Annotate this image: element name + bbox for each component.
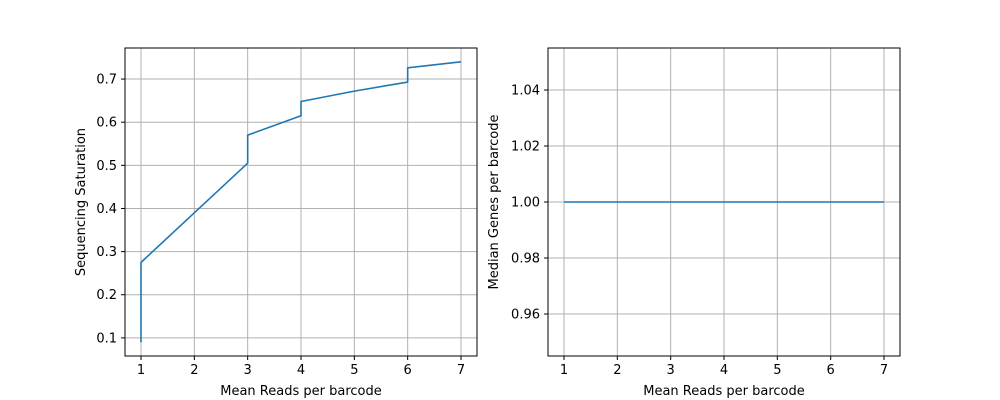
median-genes-ticks: 1 2 3 4 5 6 7 0.96 0.98 1.00 1.02 1.04 bbox=[511, 84, 888, 379]
median-genes-x-tick-label: 3 bbox=[667, 363, 675, 378]
median-genes-chart: 1 2 3 4 5 6 7 0.96 0.98 1.00 1.02 1.04 Mean Reads p… bbox=[487, 47, 901, 399]
saturation-y-tick-label: 0.4 bbox=[96, 202, 117, 217]
median-genes-grid bbox=[548, 48, 900, 356]
saturation-x-tick-label: 4 bbox=[297, 363, 305, 378]
saturation-ticks: 1 2 3 4 5 6 7 0.1 0.2 0.3 0.4 0.5 0.6 0.7 bbox=[96, 73, 465, 378]
median-genes-y-tick-label: 0.96 bbox=[511, 308, 540, 323]
median-genes-x-tick-label: 2 bbox=[613, 363, 621, 378]
saturation-x-tick-label: 5 bbox=[350, 363, 358, 378]
saturation-y-tick-label: 0.3 bbox=[96, 245, 117, 260]
median-genes-y-tick-label: 0.98 bbox=[511, 252, 540, 267]
saturation-y-tick-label: 0.1 bbox=[96, 331, 117, 346]
median-genes-x-tick-label: 7 bbox=[880, 363, 888, 378]
median-genes-x-tick-label: 1 bbox=[560, 363, 568, 378]
saturation-x-tick-label: 1 bbox=[137, 363, 145, 378]
median-genes-y-tick-label: 1.02 bbox=[511, 140, 540, 155]
saturation-x-tick-label: 3 bbox=[244, 363, 252, 378]
saturation-series-layer bbox=[140, 61, 462, 343]
saturation-grid bbox=[125, 48, 477, 356]
saturation-y-tick-label: 0.6 bbox=[96, 116, 117, 131]
median-genes-x-tick-label: 4 bbox=[720, 363, 728, 378]
saturation-y-tick-label: 0.7 bbox=[96, 73, 117, 88]
saturation-x-axis-label: Mean Reads per barcode bbox=[220, 384, 381, 399]
saturation-series-line bbox=[140, 61, 462, 343]
saturation-chart: 1 2 3 4 5 6 7 0.1 0.2 0.3 0.4 0.5 0.6 0.7 Mean Reads … bbox=[74, 47, 478, 399]
saturation-x-tick-label: 7 bbox=[457, 363, 465, 378]
saturation-y-axis-label: Sequencing Saturation bbox=[74, 128, 89, 276]
saturation-x-tick-label: 6 bbox=[404, 363, 412, 378]
median-genes-x-axis-label: Mean Reads per barcode bbox=[643, 384, 804, 399]
saturation-y-tick-label: 0.2 bbox=[96, 288, 117, 303]
median-genes-y-tick-label: 1.00 bbox=[511, 196, 540, 211]
median-genes-y-tick-label: 1.04 bbox=[511, 84, 540, 99]
median-genes-x-tick-label: 5 bbox=[773, 363, 781, 378]
median-genes-y-axis-label: Median Genes per barcode bbox=[487, 115, 502, 290]
median-genes-x-tick-label: 6 bbox=[827, 363, 835, 378]
saturation-x-tick-label: 2 bbox=[190, 363, 198, 378]
saturation-y-tick-label: 0.5 bbox=[96, 159, 117, 174]
